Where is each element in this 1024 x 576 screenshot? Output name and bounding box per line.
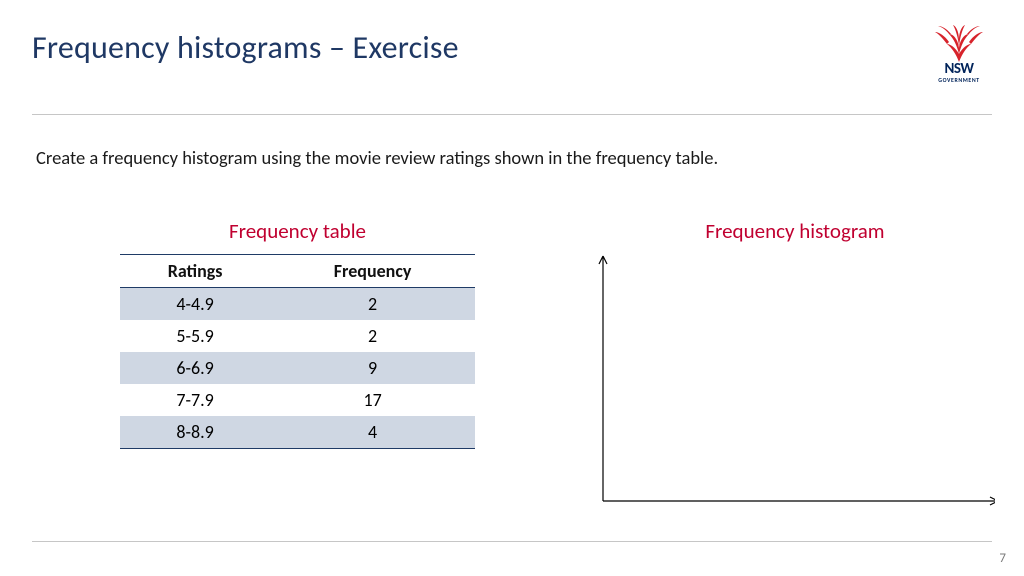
waratah-icon xyxy=(933,24,985,62)
table-row: 6-6.99 xyxy=(120,352,475,384)
frequency-table: Ratings Frequency 4-4.925-5.926-6.997-7.… xyxy=(120,254,475,449)
empty-axes xyxy=(595,254,995,509)
divider-top xyxy=(32,114,992,115)
logo-subline: GOVERNMENT xyxy=(928,76,990,84)
col-ratings: Ratings xyxy=(120,255,270,288)
nsw-gov-logo: NSW GOVERNMENT xyxy=(928,24,990,84)
table-cell: 7-7.9 xyxy=(120,384,270,416)
table-cell: 17 xyxy=(270,384,475,416)
page-number: 7 xyxy=(999,551,1006,566)
chart-subhead: Frequency histogram xyxy=(595,218,995,244)
table-row: 5-5.92 xyxy=(120,320,475,352)
axes-icon xyxy=(595,254,995,509)
table-subhead: Frequency table xyxy=(120,218,475,244)
divider-bottom xyxy=(32,541,992,542)
table-cell: 4-4.9 xyxy=(120,288,270,321)
table-cell: 5-5.9 xyxy=(120,320,270,352)
frequency-histogram-block: Frequency histogram xyxy=(595,218,995,509)
col-frequency: Frequency xyxy=(270,255,475,288)
table-row: 7-7.917 xyxy=(120,384,475,416)
slide-title: Frequency histograms – Exercise xyxy=(32,28,992,67)
table-row: 4-4.92 xyxy=(120,288,475,321)
table-header-row: Ratings Frequency xyxy=(120,255,475,288)
table-cell: 9 xyxy=(270,352,475,384)
table-cell: 8-8.9 xyxy=(120,416,270,449)
table-cell: 6-6.9 xyxy=(120,352,270,384)
table-cell: 2 xyxy=(270,288,475,321)
instruction-text: Create a frequency histogram using the m… xyxy=(36,146,718,169)
table-cell: 2 xyxy=(270,320,475,352)
table-cell: 4 xyxy=(270,416,475,449)
table-row: 8-8.94 xyxy=(120,416,475,449)
frequency-table-block: Frequency table Ratings Frequency 4-4.92… xyxy=(120,218,475,509)
